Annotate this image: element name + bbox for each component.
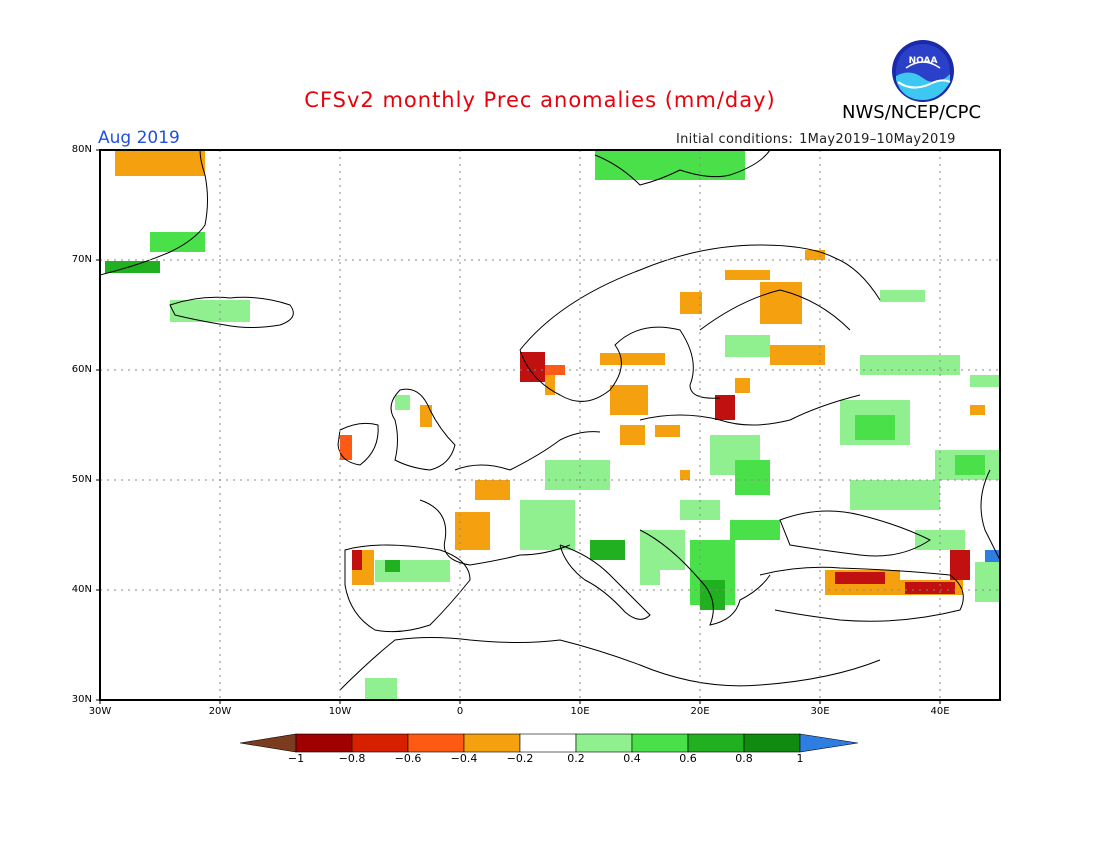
initial-conditions-label: Initial conditions: — [676, 132, 794, 147]
anomaly-cells — [105, 150, 1000, 700]
colorbar-bin — [407, 733, 465, 753]
colorbar-bin — [743, 733, 801, 753]
lat-label-30n: 30N — [71, 694, 92, 705]
lon-label-0: 0 — [456, 706, 464, 717]
lat-label-70n: 70N — [71, 254, 92, 265]
initial-conditions-range: 1May2019–10May2019 — [799, 132, 956, 147]
lon-label-10e: 10E — [570, 706, 590, 717]
lat-label-50n: 50N — [71, 474, 92, 485]
colorbar-label: 0.8 — [735, 752, 753, 765]
colorbar-bin — [351, 733, 409, 753]
colorbar-label: 0.2 — [567, 752, 585, 765]
colorbar-label: 0.4 — [623, 752, 641, 765]
chart-title: CFSv2 monthly Prec anomalies (mm/day) — [304, 88, 776, 112]
colorbar-arrow-left — [239, 733, 297, 753]
lon-label-40e: 40E — [930, 706, 950, 717]
colorbar-label: −0.6 — [394, 752, 422, 765]
colorbar-label: −1 — [287, 752, 305, 765]
lat-label-60n: 60N — [71, 364, 92, 375]
colorbar-label: 1 — [796, 752, 804, 765]
noaa-logo: NOAA — [892, 40, 954, 102]
colorbar-bin — [575, 733, 633, 753]
lat-label-80n: 80N — [71, 144, 92, 155]
initial-conditions: Initial conditions: 1May2019–10May2019 — [676, 132, 956, 147]
svg-text:NOAA: NOAA — [909, 56, 938, 66]
map-frame — [99, 149, 1001, 701]
anomaly-map — [96, 149, 1001, 704]
lon-label-30e: 30E — [810, 706, 830, 717]
colorbar-bin — [295, 733, 353, 753]
graticule — [100, 150, 1000, 700]
lon-label-30w: 30W — [88, 706, 112, 717]
colorbar-bin — [463, 733, 521, 753]
coastlines — [100, 150, 1000, 691]
lon-label-10w: 10W — [328, 706, 352, 717]
forecast-month: Aug 2019 — [98, 128, 180, 148]
colorbar-bin — [519, 733, 577, 753]
lat-label-40n: 40N — [71, 584, 92, 595]
org-label: NWS/NCEP/CPC — [842, 102, 982, 123]
colorbar — [239, 733, 859, 753]
lon-label-20e: 20E — [690, 706, 710, 717]
colorbar-label: −0.2 — [506, 752, 534, 765]
axis-ticks — [96, 149, 941, 704]
colorbar-arrow-right — [799, 733, 859, 753]
colorbar-label: 0.6 — [679, 752, 697, 765]
lon-label-20w: 20W — [208, 706, 232, 717]
colorbar-label: −0.8 — [338, 752, 366, 765]
colorbar-bin — [631, 733, 689, 753]
colorbar-bin — [687, 733, 745, 753]
colorbar-label: −0.4 — [450, 752, 478, 765]
